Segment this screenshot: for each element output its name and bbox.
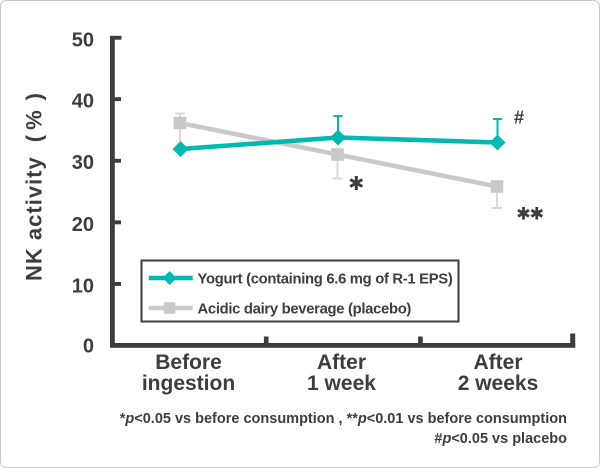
svg-text:40: 40: [72, 91, 94, 113]
svg-text:Before: Before: [155, 351, 222, 374]
svg-text:After: After: [473, 351, 522, 374]
svg-text:Yogurt (containing 6.6 mg of R: Yogurt (containing 6.6 mg of R-1 EPS): [198, 272, 453, 288]
svg-text:1 week: 1 week: [307, 372, 376, 395]
svg-text:20: 20: [72, 214, 94, 236]
svg-text:0: 0: [83, 336, 94, 358]
svg-text:30: 30: [72, 152, 94, 174]
svg-text:*p<0.05 vs before consumption: *p<0.05 vs before consumption , **p<0.01…: [120, 411, 567, 427]
svg-text:50: 50: [72, 30, 94, 52]
svg-text:Acidic dairy beverage (placebo: Acidic dairy beverage (placebo): [198, 302, 412, 318]
svg-text:ingestion: ingestion: [142, 372, 235, 395]
svg-text:NK activity(%): NK activity(%): [22, 93, 47, 281]
svg-text:After: After: [317, 351, 366, 374]
svg-text:10: 10: [72, 275, 94, 297]
svg-text:2 weeks: 2 weeks: [458, 372, 539, 395]
svg-text:#p<0.05 vs placebo: #p<0.05 vs placebo: [434, 431, 567, 447]
svg-text:#: #: [514, 107, 524, 128]
